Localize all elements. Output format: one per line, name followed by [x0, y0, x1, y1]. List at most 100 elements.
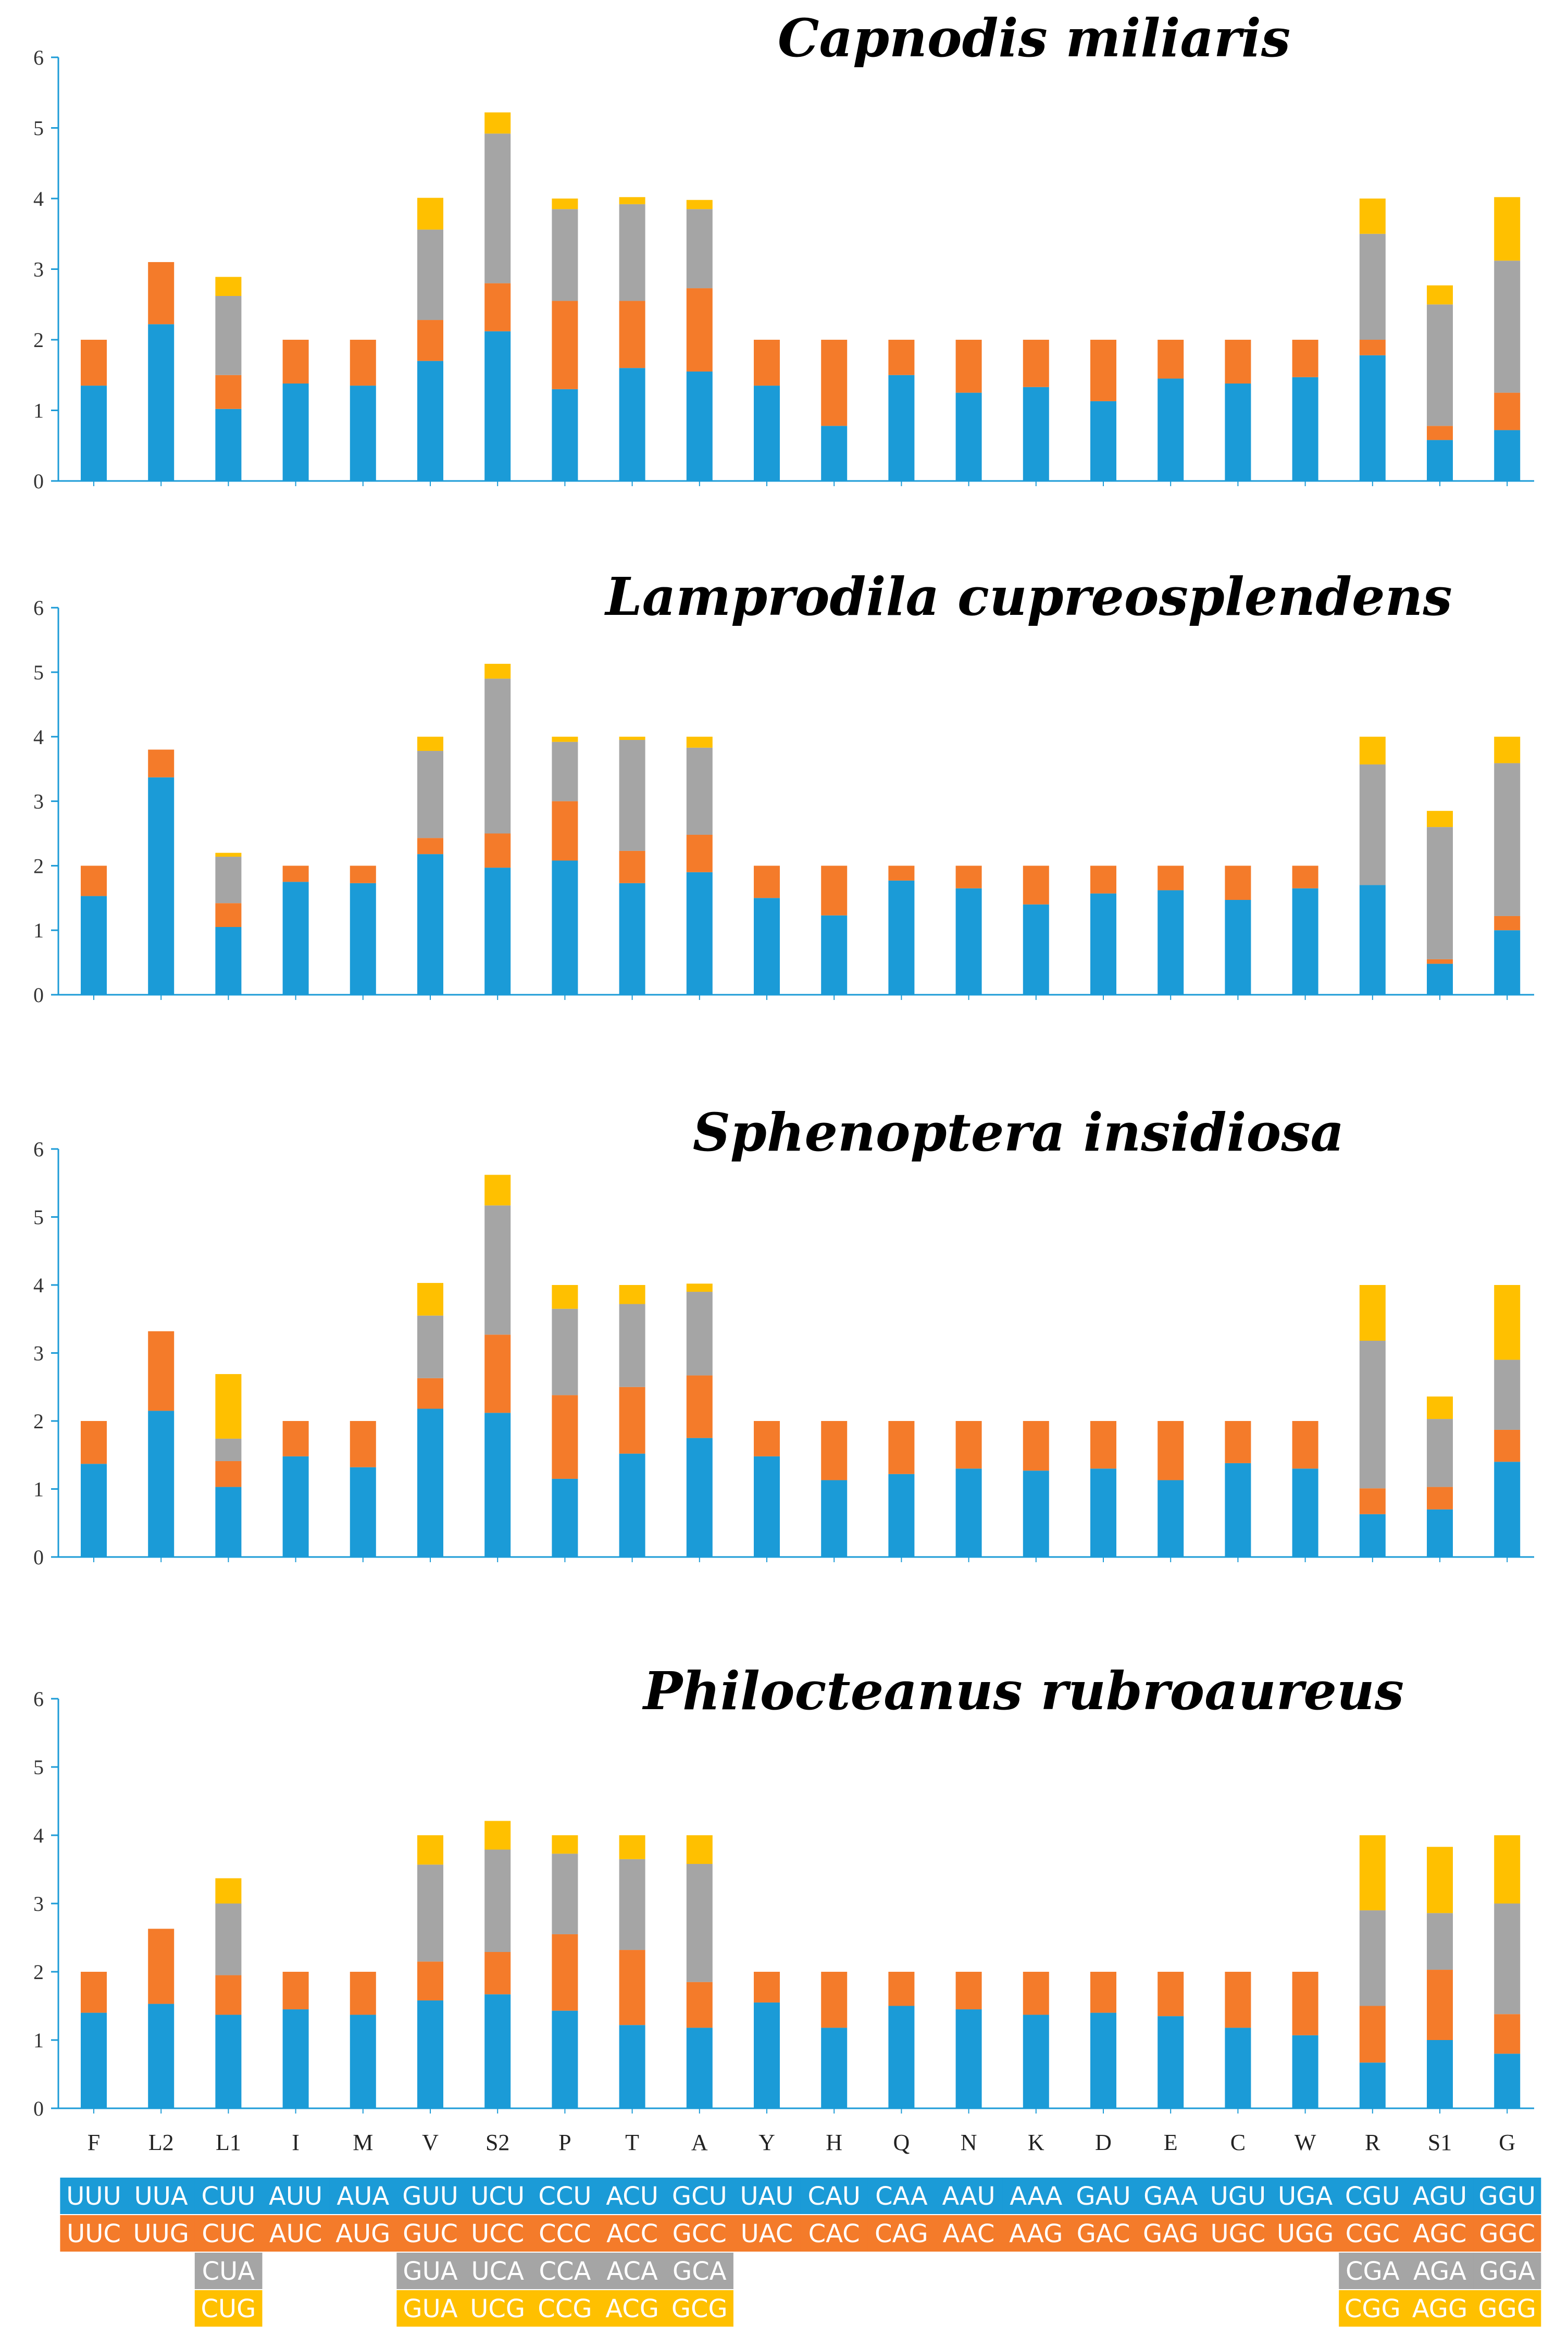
bar-segment-q-codon1	[888, 375, 915, 481]
bar-segment-r-codon1	[1359, 2062, 1386, 2108]
bar-segment-t-codon1	[619, 368, 645, 481]
bar-segment-p-codon1	[552, 860, 578, 995]
chart-panel-3: Sphenoptera insidiosa 0 1 2 3 4 5 6	[33, 1102, 1534, 1569]
bar-segment-w-codon2	[1292, 1972, 1318, 2035]
codon-cell	[194, 2178, 263, 2214]
codon-label: GAU	[1076, 2182, 1130, 2211]
x-tick-label: W	[1295, 2130, 1316, 2155]
codon-cell	[1137, 2215, 1205, 2252]
bar-segment-a-codon1	[686, 872, 713, 995]
codon-label: GGU	[1478, 2182, 1536, 2211]
bar-segment-n-codon2	[955, 866, 982, 888]
bar-segment-v-codon2	[417, 320, 443, 361]
bar-segment-c-codon2	[1225, 1421, 1251, 1463]
codon-cell	[531, 2290, 599, 2327]
bar-segment-v-codon1	[417, 854, 443, 995]
bar-segment-p-codon1	[552, 2010, 578, 2108]
codon-label: UUG	[133, 2219, 189, 2248]
bar-segment-a-codon2	[686, 834, 713, 872]
codon-label: CUU	[202, 2182, 256, 2211]
y-tick-label: 2	[33, 1960, 44, 1984]
bar-segment-v-codon3	[417, 751, 443, 838]
codon-label: AGC	[1413, 2219, 1467, 2248]
bar-segment-s2-codon1	[484, 868, 511, 995]
bar-segment-l1-codon1	[215, 409, 242, 481]
y-tick-label: 5	[33, 661, 44, 684]
codon-cell	[1339, 2290, 1407, 2327]
codon-cell	[1069, 2215, 1138, 2252]
bar-segment-s2-codon4	[484, 1821, 511, 1850]
bar-segment-v-codon4	[417, 1835, 443, 1865]
chart-title: Lamprodila cupreosplendens	[604, 566, 1452, 627]
y-tick-label: 4	[33, 725, 44, 749]
bar-segment-s1-codon2	[1427, 426, 1453, 440]
bar-segment-r-codon1	[1359, 1514, 1386, 1557]
codon-cell	[1339, 2253, 1407, 2289]
x-tick-label: G	[1499, 2130, 1515, 2155]
codon-cell	[396, 2178, 465, 2214]
codon-cell	[599, 2215, 666, 2252]
codon-cell	[1339, 2215, 1407, 2252]
bar-segment-r-codon2	[1359, 340, 1386, 355]
bar-segment-g-codon4	[1494, 736, 1521, 763]
codon-label: ACA	[606, 2257, 658, 2286]
bar-segment-d-codon2	[1090, 340, 1116, 401]
bar-segment-d-codon2	[1090, 866, 1116, 894]
codon-cell	[262, 2178, 330, 2214]
bar-segment-i-codon1	[282, 2009, 309, 2108]
x-tick-label: A	[691, 2130, 708, 2155]
bar-segment-g-codon1	[1494, 430, 1521, 481]
y-tick-label: 4	[33, 1824, 44, 1847]
bar-segment-s2-codon4	[484, 1175, 511, 1206]
y-tick-label: 6	[33, 46, 44, 69]
bar-segment-y-codon1	[754, 898, 780, 995]
bar-segment-r-codon2	[1359, 1488, 1386, 1514]
y-tick-label: 0	[33, 2097, 44, 2120]
bar-segment-s2-codon2	[484, 833, 511, 868]
bar-segment-q-codon1	[888, 1474, 915, 1557]
bar-segment-s1-codon1	[1427, 1509, 1453, 1557]
bar-segment-g-codon2	[1494, 916, 1521, 931]
codon-cell	[464, 2178, 532, 2214]
y-tick-label: 5	[33, 1206, 44, 1229]
bar-segment-i-codon2	[282, 1421, 309, 1456]
bar-segment-g-codon3	[1494, 1360, 1521, 1430]
codon-cell	[1137, 2178, 1205, 2214]
bar-segment-r-codon4	[1359, 1285, 1386, 1341]
bar-segment-e-codon1	[1158, 1480, 1184, 1557]
codon-label: CCU	[538, 2182, 591, 2211]
codon-label: GCC	[673, 2219, 727, 2248]
bar-segment-a-codon4	[686, 200, 713, 209]
bar-segment-a-codon2	[686, 288, 713, 372]
bar-segment-p-codon1	[552, 389, 578, 481]
codon-label: UGC	[1210, 2219, 1265, 2248]
codon-cell	[1272, 2215, 1339, 2252]
x-tick-label: E	[1164, 2130, 1178, 2155]
bar-segment-h-codon2	[821, 1972, 848, 2028]
bar-segment-v-codon1	[417, 361, 443, 481]
bar-segment-l1-codon2	[215, 1461, 242, 1487]
y-tick-label: 1	[33, 399, 44, 423]
y-tick-label: 3	[33, 1892, 44, 1916]
x-tick-label: K	[1028, 2130, 1044, 2155]
bar-segment-s1-codon3	[1427, 827, 1453, 959]
bar-segment-h-codon2	[821, 1421, 848, 1480]
codon-label: UGU	[1210, 2182, 1266, 2211]
bar-segment-k-codon2	[1023, 1972, 1049, 2015]
bar-segment-l2-codon2	[148, 749, 175, 777]
codon-label: AAU	[942, 2182, 995, 2211]
bar-segment-p-codon2	[552, 1395, 578, 1479]
bar-segment-s1-codon3	[1427, 1913, 1453, 1970]
bar-segment-y-codon2	[754, 1421, 780, 1456]
bar-segment-s2-codon4	[484, 663, 511, 679]
bar-segment-t-codon4	[619, 736, 645, 740]
bar-segment-v-codon3	[417, 1315, 443, 1378]
codon-cell	[1406, 2253, 1474, 2289]
x-tick-label: I	[292, 2130, 300, 2155]
bar-segment-y-codon1	[754, 2002, 780, 2108]
bar-segment-l2-codon2	[148, 1929, 175, 2004]
bar-segment-t-codon2	[619, 1387, 645, 1454]
bar-segment-s2-codon3	[484, 133, 511, 283]
codon-label: UUA	[134, 2182, 188, 2211]
bar-segment-s2-codon4	[484, 112, 511, 134]
